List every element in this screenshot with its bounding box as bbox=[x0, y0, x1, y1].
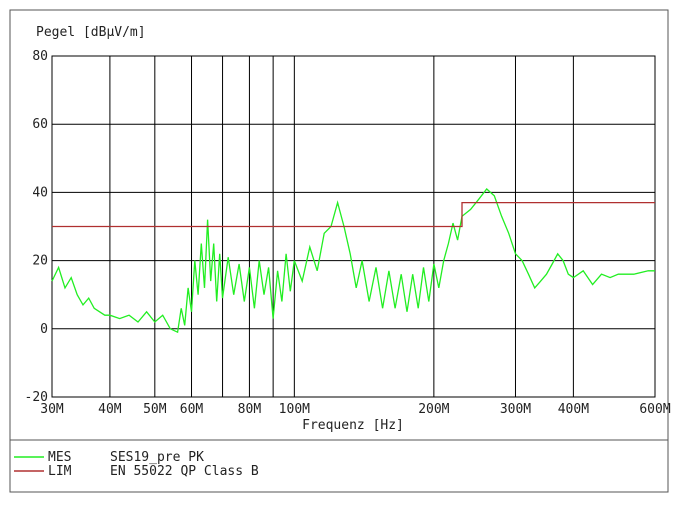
legend-label: EN 55022 QP Class B bbox=[110, 464, 259, 479]
x-tick-label: 60M bbox=[180, 402, 204, 417]
x-axis-label: Frequenz [Hz] bbox=[302, 418, 404, 433]
x-tick-label: 50M bbox=[143, 402, 167, 417]
x-tick-label: 600M bbox=[639, 402, 670, 417]
y-tick-label: 40 bbox=[32, 185, 48, 200]
x-tick-label: 100M bbox=[279, 402, 310, 417]
x-tick-label: 200M bbox=[418, 402, 449, 417]
y-tick-label: 0 bbox=[40, 322, 48, 337]
x-tick-label: 400M bbox=[558, 402, 589, 417]
x-tick-label: 80M bbox=[238, 402, 262, 417]
series-line bbox=[52, 201, 655, 228]
frame bbox=[9, 9, 669, 493]
y-tick-label: -20 bbox=[25, 390, 48, 405]
y-tick-label: 80 bbox=[32, 49, 48, 64]
chart-title: Pegel [dBµV/m] bbox=[36, 25, 146, 40]
y-tick-label: 60 bbox=[32, 117, 48, 132]
legend-name: MES bbox=[48, 450, 71, 465]
legend-name: LIM bbox=[48, 464, 72, 479]
x-tick-label: 30M bbox=[40, 402, 64, 417]
y-tick-label: 20 bbox=[32, 254, 48, 269]
legend-label: SES19_pre PK bbox=[110, 450, 204, 465]
x-tick-label: 300M bbox=[500, 402, 531, 417]
series-line bbox=[51, 188, 655, 334]
x-tick-label: 40M bbox=[98, 402, 122, 417]
